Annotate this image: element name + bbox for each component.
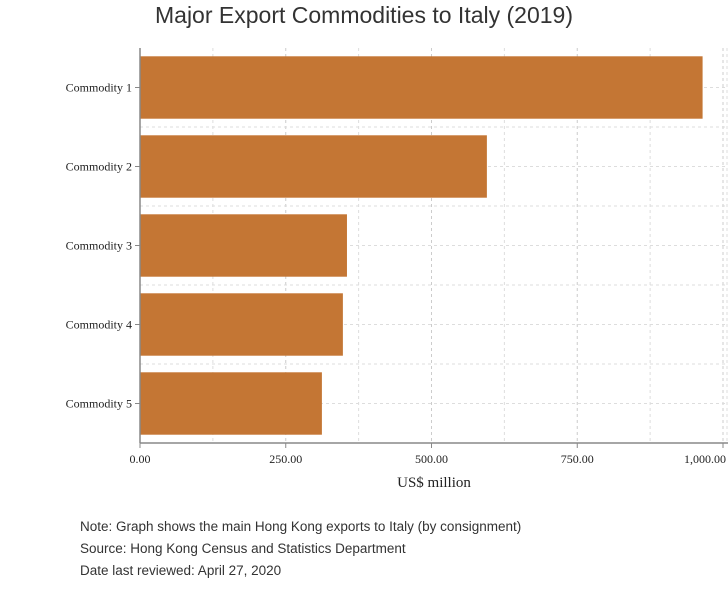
bar	[140, 135, 487, 198]
chart-title: Major Export Commodities to Italy (2019)	[155, 2, 573, 28]
bar	[140, 56, 703, 119]
y-tick-label: Commodity 4	[66, 318, 132, 332]
x-tick-label: 750.00	[561, 452, 594, 466]
bar	[140, 293, 343, 356]
bar	[140, 214, 347, 277]
bars-layer	[140, 56, 703, 435]
date-reviewed-text: Date last reviewed: April 27, 2020	[80, 563, 282, 578]
x-tick-label: 1,000.00	[684, 452, 726, 466]
y-tick-label: Commodity 1	[66, 81, 132, 95]
note-text: Note: Graph shows the main Hong Kong exp…	[80, 519, 522, 534]
axes-layer	[135, 48, 728, 448]
y-tick-label: Commodity 2	[66, 160, 132, 174]
source-text: Source: Hong Kong Census and Statistics …	[80, 541, 406, 556]
x-tick-label: 250.00	[269, 452, 302, 466]
y-tick-label: Commodity 3	[66, 239, 132, 253]
notes-block: Note: Graph shows the main Hong Kong exp…	[80, 516, 521, 582]
x-tick-label: 0.00	[130, 452, 151, 466]
x-tick-label: 500.00	[415, 452, 448, 466]
x-axis-title: US$ million	[397, 475, 471, 491]
y-tick-label: Commodity 5	[66, 397, 132, 411]
bar	[140, 372, 322, 435]
labels-layer: Commodity 1 Commodity 2 Commodity 3 Commodi…	[66, 81, 726, 467]
